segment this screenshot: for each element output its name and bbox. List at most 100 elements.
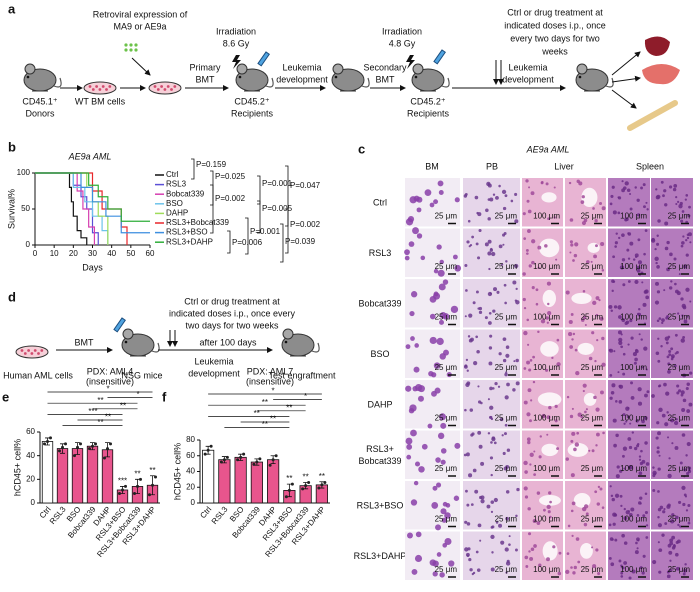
y-tick-label: 40: [26, 451, 35, 460]
cell-nucleus: [434, 387, 441, 394]
cell-nucleus: [627, 437, 632, 441]
cell-nucleus: [473, 360, 478, 366]
virus: [124, 48, 128, 52]
cell-nucleus: [523, 330, 528, 336]
label: 4.8 Gy: [389, 38, 416, 48]
cell-nucleus: [503, 432, 507, 436]
cell-nucleus: [526, 199, 530, 203]
cell-nucleus: [621, 258, 626, 262]
cell-nucleus: [427, 423, 433, 429]
cell-nucleus: [687, 232, 692, 237]
cell-nucleus: [480, 499, 485, 504]
dish-cell: [98, 88, 102, 91]
histology-image: [608, 228, 650, 277]
chart-title: PDX: AML7: [247, 366, 294, 376]
cell-nucleus: [656, 290, 661, 294]
cell-nucleus: [620, 504, 623, 508]
cell-nucleus: [680, 390, 685, 395]
cell-nucleus: [468, 473, 473, 478]
cell-nucleus: [665, 391, 670, 396]
histology-image: [608, 279, 650, 328]
label: f: [162, 389, 167, 404]
cell-nucleus: [681, 241, 685, 245]
scale-bar-label: 25 μm: [581, 313, 604, 322]
cell-nucleus: [685, 194, 689, 197]
cell-nucleus: [630, 336, 634, 340]
cell-nucleus: [497, 385, 501, 388]
cell-nucleus: [658, 384, 662, 388]
cell-nucleus: [535, 302, 539, 306]
cell-nucleus: [538, 455, 542, 459]
significance-label: **: [319, 472, 325, 481]
cell-nucleus: [599, 316, 604, 321]
comparison-label: **: [270, 415, 276, 424]
cell-nucleus: [567, 524, 571, 528]
cell-nucleus: [465, 489, 468, 493]
data-point: [46, 439, 49, 443]
cell-nucleus: [663, 289, 666, 292]
cell-nucleus: [584, 323, 587, 326]
data-point: [64, 442, 67, 446]
liver: [642, 64, 680, 85]
cell-nucleus: [489, 292, 492, 295]
cell-nucleus: [571, 534, 574, 537]
cell-nucleus: [548, 405, 552, 410]
mouse-ear: [332, 63, 344, 75]
cell-nucleus: [636, 514, 640, 517]
label: 8.6 Gy: [223, 38, 250, 48]
significance-label: **: [149, 466, 155, 475]
cell-nucleus: [415, 383, 423, 392]
cell-nucleus: [685, 454, 688, 457]
cell-nucleus: [650, 238, 656, 243]
label: CD45.2⁺: [410, 96, 446, 106]
cell-nucleus: [629, 241, 634, 246]
cell-nucleus: [624, 181, 629, 186]
cell-nucleus: [411, 568, 418, 575]
cell-nucleus: [622, 372, 626, 376]
cell-nucleus: [685, 386, 689, 391]
cell-nucleus: [503, 283, 507, 287]
cell-nucleus: [572, 259, 575, 262]
cell-nucleus: [680, 297, 684, 301]
cell-nucleus: [624, 321, 628, 326]
bar: [86, 445, 99, 504]
cell-nucleus: [676, 384, 680, 388]
cell-nucleus: [528, 550, 531, 553]
cell-nucleus: [657, 467, 661, 471]
cell-nucleus: [502, 206, 507, 211]
cell-nucleus: [673, 364, 677, 368]
cell-nucleus: [637, 401, 643, 406]
cell-nucleus: [537, 266, 540, 270]
cell-nucleus: [528, 368, 532, 372]
cell-nucleus: [670, 418, 675, 423]
comparison-label: **: [120, 401, 126, 410]
cell-nucleus: [617, 211, 621, 215]
comparison-label: *: [304, 392, 307, 401]
data-point: [317, 486, 321, 490]
cell-nucleus: [436, 482, 442, 488]
x-tick-label: 10: [50, 249, 59, 258]
y-axis-label: Survival%: [6, 189, 16, 229]
cell-nucleus: [666, 240, 670, 245]
cell-nucleus: [686, 471, 690, 476]
cell-nucleus: [439, 312, 447, 319]
cell-nucleus: [610, 194, 614, 198]
cell-nucleus: [656, 242, 660, 246]
cell-nucleus: [595, 407, 600, 412]
mouse-ear: [576, 63, 588, 75]
cell-nucleus: [610, 309, 614, 312]
cell-nucleus: [637, 238, 641, 242]
cell-nucleus: [682, 305, 687, 310]
cell-nucleus: [598, 299, 601, 302]
scale-bar-label: 100 μm: [620, 262, 647, 271]
cell-nucleus: [477, 430, 482, 435]
arrow: [611, 51, 641, 76]
cell-nucleus: [635, 419, 639, 423]
cell-nucleus: [612, 210, 617, 215]
cell-nucleus: [652, 466, 655, 469]
cell-nucleus: [661, 413, 666, 418]
mouse-tail: [605, 77, 614, 88]
cell-nucleus: [533, 450, 536, 453]
cell-nucleus: [537, 330, 540, 334]
cell-nucleus: [671, 356, 675, 359]
